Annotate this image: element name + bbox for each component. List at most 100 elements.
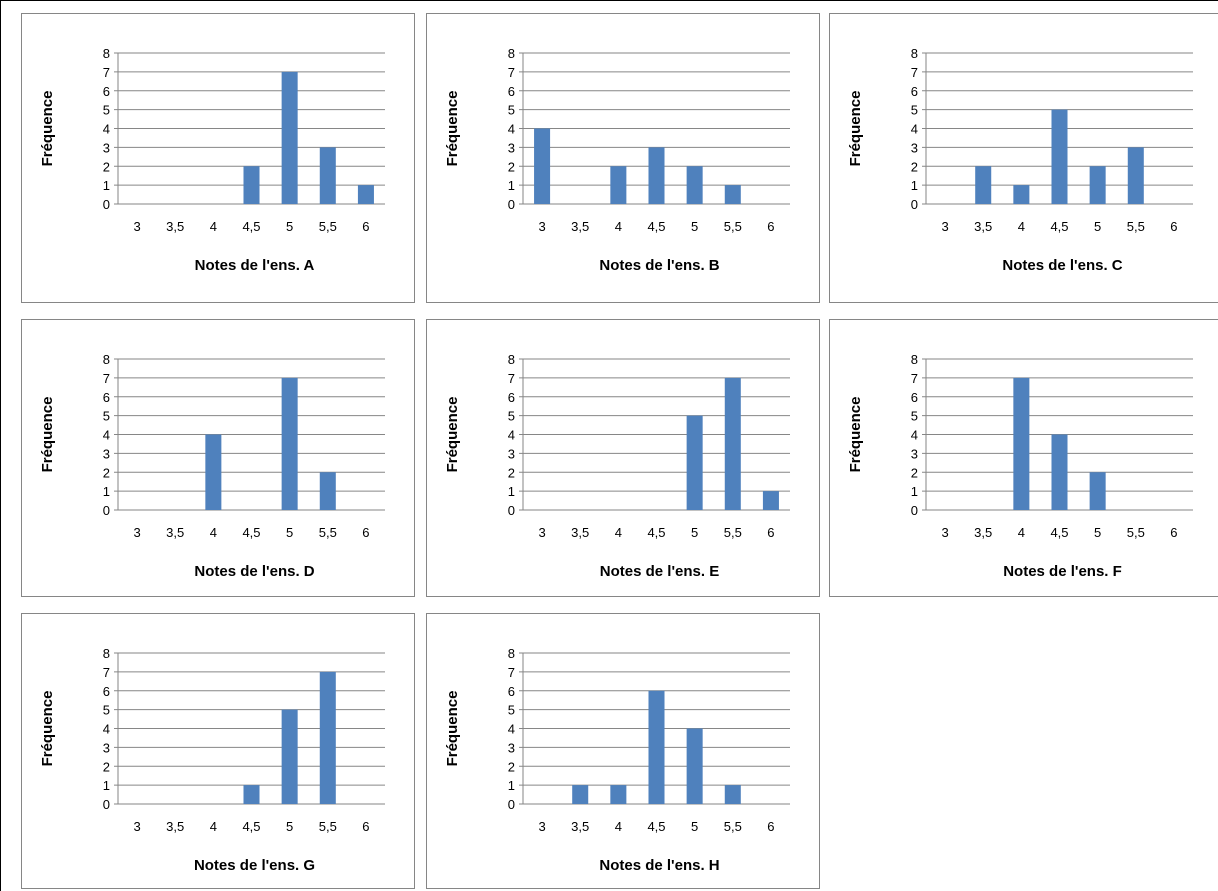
bar [281, 709, 298, 804]
x-tick-label: 5 [286, 525, 293, 540]
y-tick-label: 5 [103, 703, 110, 718]
bar [243, 166, 260, 204]
bar [724, 185, 741, 204]
chart-svg-g: 0 1 2 3 4 5 6 7 8 3 3,5 4 4,5 5 5,5 6 Notes de l'ens. G F… [39, 646, 385, 874]
y-tick-label: 4 [103, 722, 110, 737]
y-tick-label: 3 [103, 446, 110, 461]
x-axis-title: Notes de l'ens. G [194, 857, 315, 874]
chart-panel-a: 0 1 2 3 4 5 6 7 8 3 3,5 4 4,5 5 5,5 6 Notes de l'ens. A F… [21, 13, 415, 303]
y-tick-label: 4 [911, 122, 918, 137]
bar [1051, 109, 1068, 204]
y-tick-label: 5 [508, 103, 515, 118]
y-axis-title: Fréquence [444, 691, 461, 767]
y-tick-label: 4 [508, 428, 515, 443]
x-tick-label: 4,5 [242, 525, 260, 540]
y-tick-label: 4 [103, 122, 110, 137]
bar [686, 728, 703, 804]
y-tick-label: 2 [508, 159, 515, 174]
y-tick-label: 7 [508, 665, 515, 680]
x-tick-label: 4 [615, 219, 622, 234]
x-tick-label: 5,5 [1127, 525, 1145, 540]
y-tick-label: 5 [103, 103, 110, 118]
y-tick-label: 4 [911, 428, 918, 443]
y-tick-label: 8 [103, 352, 110, 367]
y-tick-label: 3 [508, 446, 515, 461]
bar [1013, 185, 1030, 204]
y-tick-label: 7 [911, 65, 918, 80]
y-tick-label: 1 [508, 484, 515, 499]
y-tick-label: 6 [103, 84, 110, 99]
y-tick-label: 0 [508, 503, 515, 518]
y-tick-label: 6 [911, 390, 918, 405]
y-tick-label: 0 [911, 503, 918, 518]
bar [648, 147, 665, 204]
y-tick-label: 5 [508, 409, 515, 424]
bar [686, 415, 703, 510]
y-tick-label: 3 [103, 140, 110, 155]
x-tick-label: 3 [133, 819, 140, 834]
bar [205, 434, 222, 510]
y-tick-label: 2 [508, 465, 515, 480]
x-tick-label: 5,5 [724, 819, 742, 834]
y-tick-label: 1 [103, 178, 110, 193]
y-tick-label: 1 [911, 484, 918, 499]
x-tick-label: 5,5 [724, 525, 742, 540]
bar [319, 671, 336, 804]
x-tick-label: 3,5 [571, 219, 589, 234]
y-tick-label: 0 [103, 197, 110, 212]
x-axis-title: Notes de l'ens. C [1002, 257, 1122, 274]
bar [1089, 166, 1106, 204]
y-tick-label: 8 [508, 46, 515, 61]
x-axis-title: Notes de l'ens. A [195, 257, 315, 274]
y-tick-label: 2 [911, 465, 918, 480]
bar [281, 377, 298, 510]
x-tick-label: 4,5 [242, 219, 260, 234]
y-tick-label: 1 [911, 178, 918, 193]
bar [357, 185, 374, 204]
chart-panel-g: 0 1 2 3 4 5 6 7 8 3 3,5 4 4,5 5 5,5 6 Notes de l'ens. G F… [21, 613, 415, 889]
y-tick-label: 3 [508, 740, 515, 755]
bar [1051, 434, 1068, 510]
y-tick-label: 3 [508, 140, 515, 155]
x-axis-title: Notes de l'ens. F [1003, 563, 1122, 580]
y-axis-title: Fréquence [444, 91, 461, 167]
y-axis-title: Fréquence [39, 91, 56, 167]
bar [1127, 147, 1144, 204]
chart-svg-h: 0 1 2 3 4 5 6 7 8 3 3,5 4 4,5 5 5,5 6 Notes de l'ens. H F… [444, 646, 790, 874]
x-tick-label: 6 [767, 819, 774, 834]
y-tick-label: 2 [103, 759, 110, 774]
x-tick-label: 4,5 [647, 525, 665, 540]
x-tick-label: 3 [133, 525, 140, 540]
bar [281, 71, 298, 204]
x-tick-label: 4 [210, 525, 217, 540]
y-tick-label: 7 [103, 665, 110, 680]
y-tick-label: 1 [103, 778, 110, 793]
chart-panel-f: 0 1 2 3 4 5 6 7 8 3 3,5 4 4,5 5 5,5 6 Notes de l'ens. F F… [829, 319, 1218, 597]
x-tick-label: 5,5 [319, 819, 337, 834]
x-tick-label: 3,5 [571, 819, 589, 834]
y-tick-label: 8 [508, 646, 515, 661]
y-tick-label: 5 [911, 409, 918, 424]
x-tick-label: 3,5 [166, 219, 184, 234]
x-axis-title: Notes de l'ens. D [194, 563, 314, 580]
x-tick-label: 3,5 [166, 819, 184, 834]
chart-svg-b: 0 1 2 3 4 5 6 7 8 3 3,5 4 4,5 5 5,5 6 Notes de l'ens. B F… [444, 46, 790, 274]
y-tick-label: 4 [103, 428, 110, 443]
y-axis-title: Fréquence [39, 397, 56, 473]
y-tick-label: 7 [103, 65, 110, 80]
y-tick-label: 8 [911, 352, 918, 367]
x-tick-label: 6 [1170, 525, 1177, 540]
x-tick-label: 6 [767, 525, 774, 540]
y-axis-title: Fréquence [847, 397, 864, 473]
x-tick-label: 5,5 [724, 219, 742, 234]
y-tick-label: 6 [508, 684, 515, 699]
x-tick-label: 4,5 [1050, 525, 1068, 540]
x-tick-label: 3,5 [166, 525, 184, 540]
chart-panel-h: 0 1 2 3 4 5 6 7 8 3 3,5 4 4,5 5 5,5 6 Notes de l'ens. H F… [426, 613, 820, 889]
y-tick-label: 8 [103, 646, 110, 661]
y-tick-label: 2 [508, 759, 515, 774]
bar [610, 166, 627, 204]
y-tick-label: 5 [508, 703, 515, 718]
bar [1013, 377, 1030, 510]
y-tick-label: 8 [911, 46, 918, 61]
